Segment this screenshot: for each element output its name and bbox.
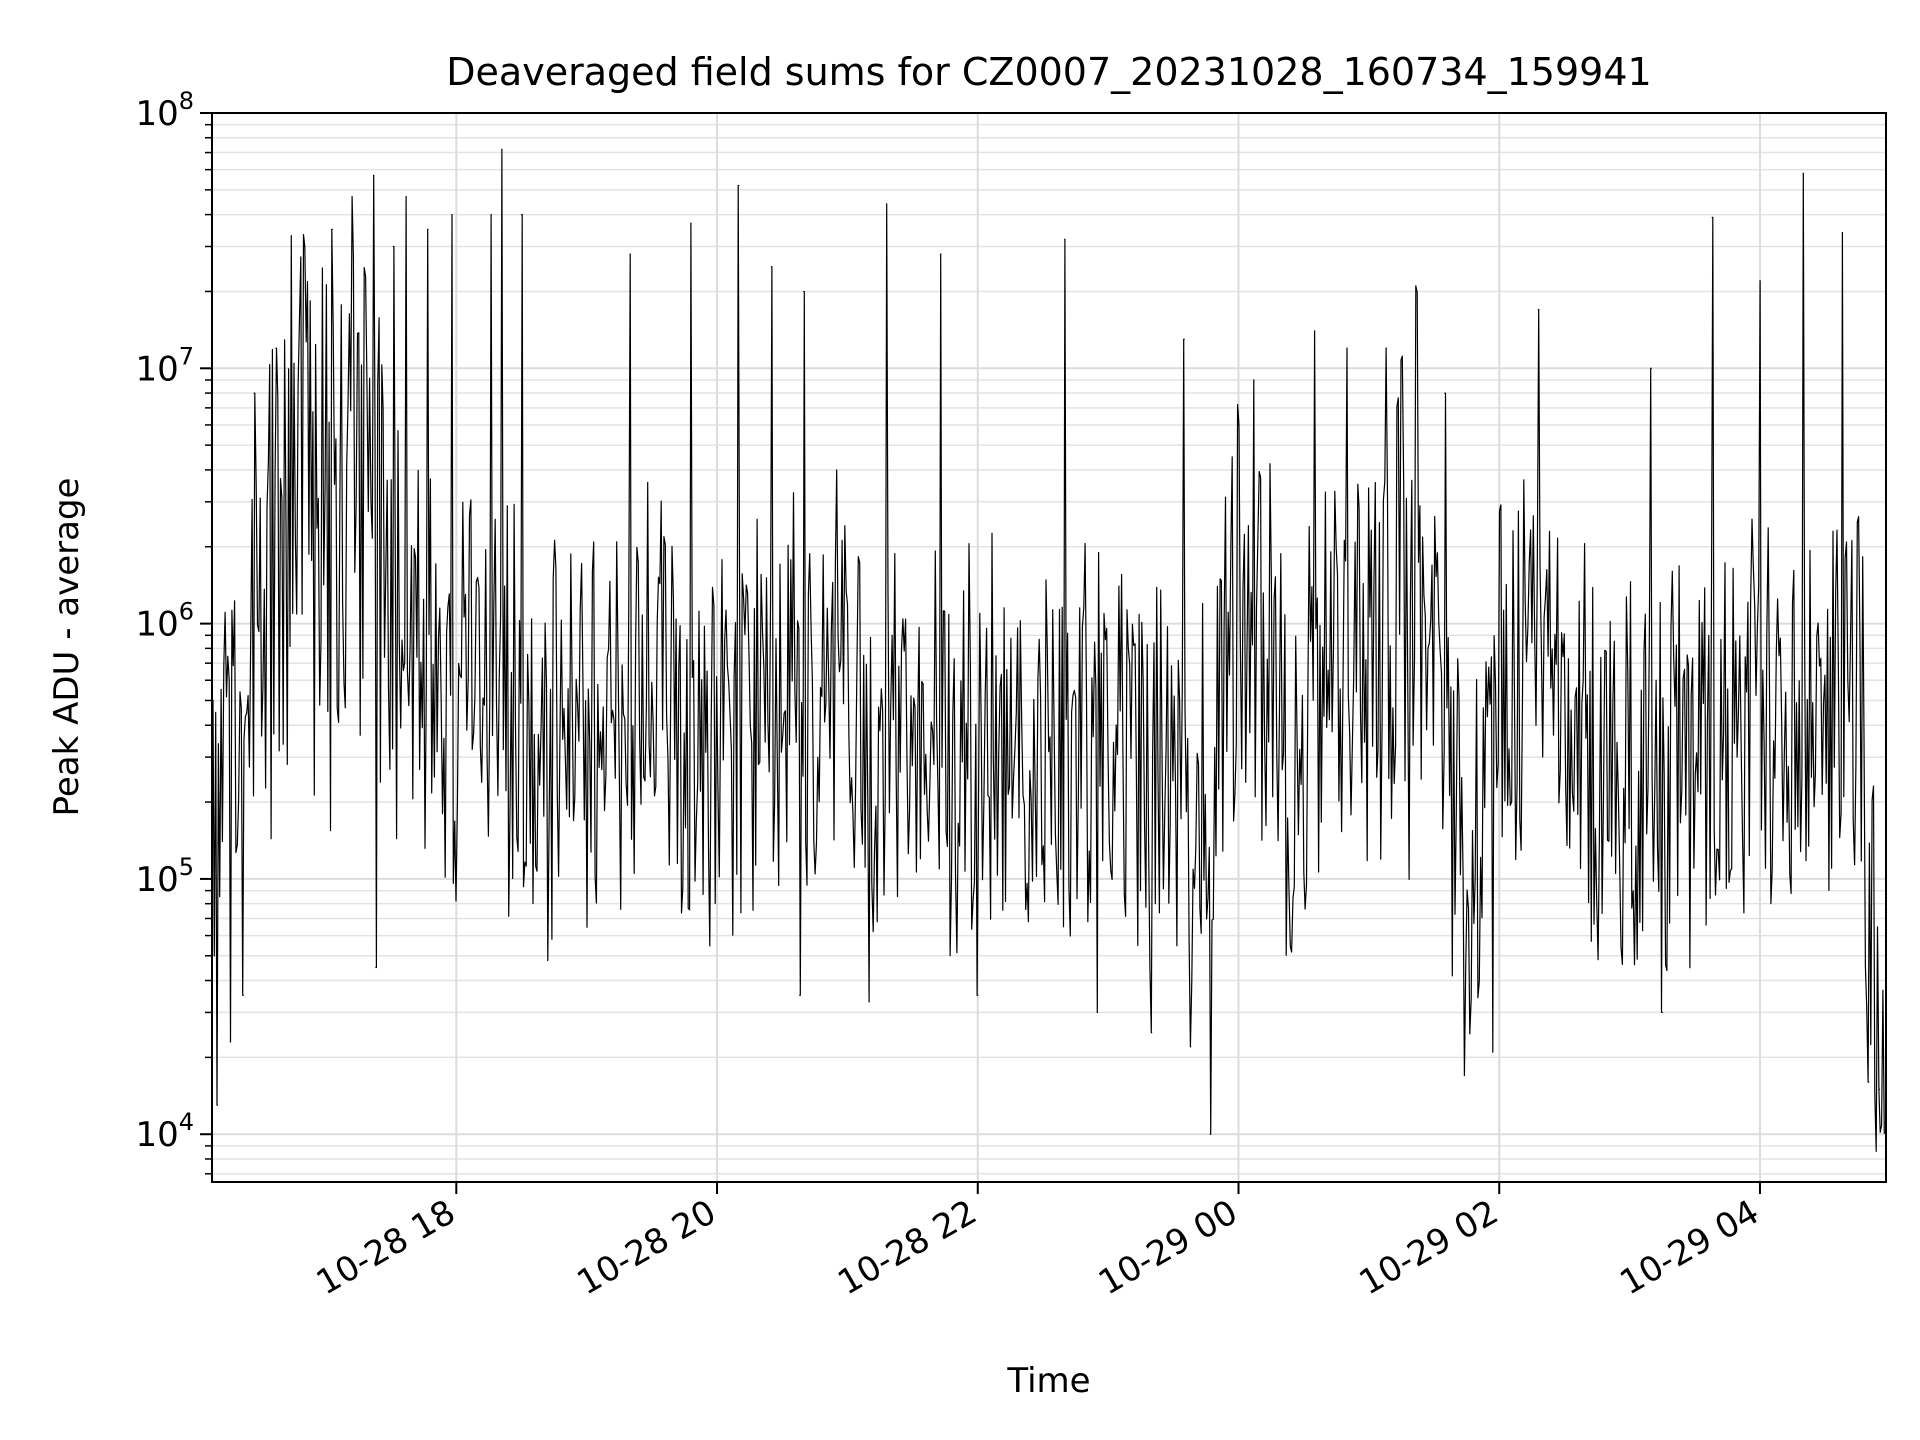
spike-point: [1650, 367, 1652, 369]
spike-point: [977, 994, 979, 996]
spike-point: [1151, 1032, 1153, 1034]
plot-frame: [211, 112, 1887, 1183]
spike-point: [1346, 347, 1348, 349]
spike-point: [770, 266, 773, 268]
y-tick-label: 104: [135, 1108, 194, 1155]
spike-point: [1314, 330, 1316, 332]
spike-point: [1463, 1074, 1466, 1076]
spike-point: [1868, 1081, 1870, 1083]
spike-point: [885, 203, 888, 205]
spike-point: [1096, 1011, 1098, 1014]
spike-point: [799, 994, 801, 996]
spike-point: [1237, 424, 1240, 426]
spike-point: [1064, 238, 1066, 240]
spike-point: [331, 228, 333, 230]
spike-point: [1444, 392, 1446, 394]
spike-point: [303, 245, 305, 248]
spike-point: [1492, 1051, 1494, 1053]
spike-point: [351, 196, 353, 198]
chart-title: Deaveraged field sums for CZ0007_2023102…: [446, 50, 1651, 94]
spike-point: [451, 214, 453, 216]
spike-point: [1878, 1088, 1881, 1090]
spike-point: [1661, 1011, 1663, 1014]
spike-point: [427, 228, 429, 230]
spike-point: [547, 959, 549, 961]
y-tick-label: 107: [135, 342, 194, 389]
spike-point: [1190, 1046, 1192, 1048]
spike-point: [738, 184, 740, 187]
spike-point: [373, 174, 375, 176]
spike-point: [520, 214, 523, 216]
spike-point: [253, 392, 255, 394]
x-axis-label: Time: [1006, 1361, 1090, 1401]
spike-point: [501, 148, 503, 150]
y-axis-label: Peak ADU - average: [47, 478, 87, 817]
y-tick-label: 105: [135, 853, 194, 900]
spike-point: [490, 214, 492, 216]
spike-point: [216, 1104, 218, 1106]
spike-point: [868, 1001, 870, 1003]
spike-point: [1711, 216, 1713, 218]
spike-point: [803, 290, 805, 293]
spike-point: [375, 966, 377, 969]
grid: [212, 112, 1886, 1182]
spike-point: [1857, 521, 1859, 523]
spike-point: [1759, 280, 1761, 282]
spike-point: [290, 235, 292, 237]
spike-point: [405, 196, 407, 198]
spike-point: [1183, 338, 1185, 340]
spike-point: [242, 994, 244, 996]
spike-point: [1802, 172, 1804, 174]
spike-point: [1537, 308, 1539, 311]
series-line: [212, 148, 1885, 1152]
y-tick-label: 108: [135, 87, 194, 134]
spike-point: [1385, 347, 1387, 349]
spike-point: [690, 222, 692, 224]
y-tick-label: 106: [135, 598, 194, 645]
data-series: [212, 148, 1885, 1152]
spike-point: [229, 1041, 231, 1043]
spike-point: [275, 347, 277, 349]
spike-point: [940, 253, 942, 255]
spike-point: [629, 253, 631, 255]
spike-point: [392, 245, 394, 248]
spike-point: [1209, 1133, 1211, 1135]
spike-point: [1841, 232, 1844, 234]
